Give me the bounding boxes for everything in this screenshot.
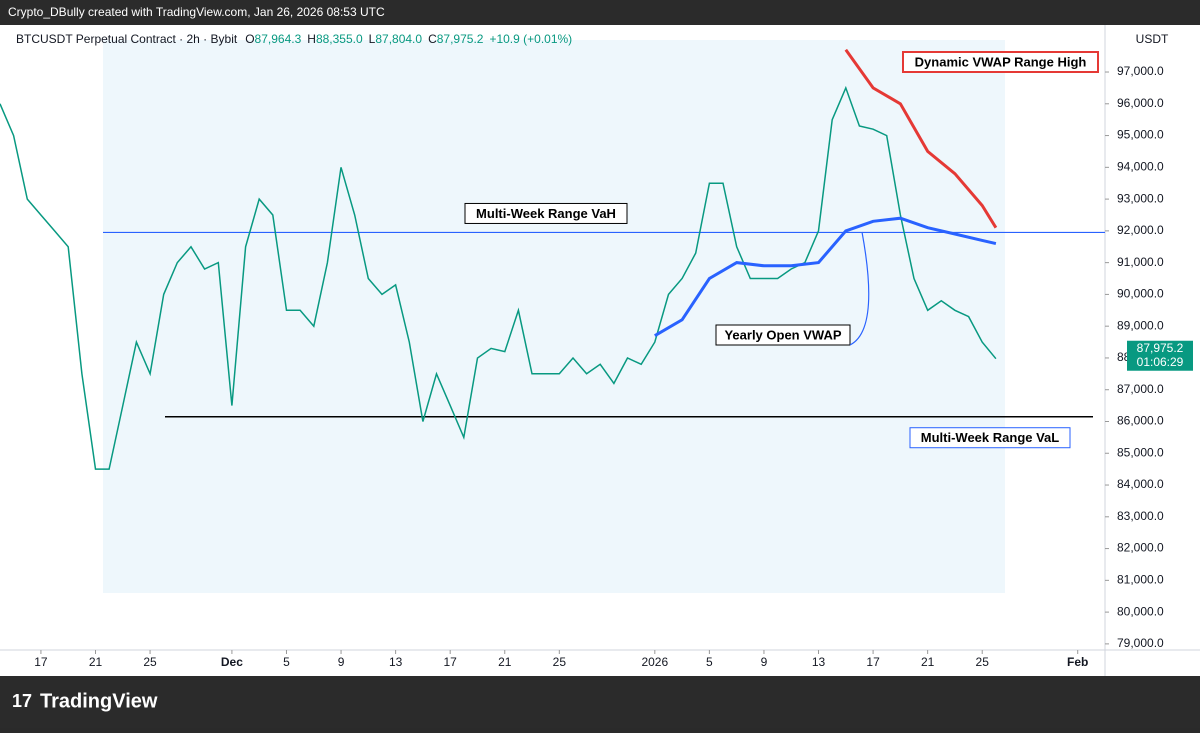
x-tick-label: 13 xyxy=(389,655,403,669)
x-tick-label: 5 xyxy=(706,655,713,669)
top-bar xyxy=(0,0,1200,25)
y-tick-label: 83,000.0 xyxy=(1117,509,1164,523)
vwap-line xyxy=(654,216,997,337)
x-tick-label: 25 xyxy=(976,655,990,669)
x-tick-label: 5 xyxy=(283,655,290,669)
x-tick-label: 17 xyxy=(444,655,458,669)
x-tick-label: 21 xyxy=(921,655,935,669)
ohlc-key: L xyxy=(369,32,376,46)
annotation-box xyxy=(464,202,628,224)
y-tick-label: 90,000.0 xyxy=(1117,287,1164,301)
x-tick-label: 25 xyxy=(143,655,157,669)
y-tick-label: 96,000.0 xyxy=(1117,96,1164,110)
price-tag xyxy=(1127,340,1193,371)
x-tick-label: 17 xyxy=(866,655,880,669)
y-tick-label: 89,000.0 xyxy=(1117,318,1164,332)
annotation-box xyxy=(909,427,1071,449)
ohlc-value: 87,804.0 xyxy=(375,32,422,46)
x-tick-label: 2026 xyxy=(641,655,668,669)
credit: Crypto_DBully created with TradingView.c… xyxy=(8,5,385,19)
annotation: Multi-Week Range VaL xyxy=(921,430,1060,445)
legend: BTCUSDT Perpetual Contract · 2h · Bybit O… xyxy=(16,32,572,46)
x-tick-label: 17 xyxy=(34,655,48,669)
y-tick-label: 86,000.0 xyxy=(1117,414,1164,428)
x-tick-label: 9 xyxy=(761,655,768,669)
ohlc-key: O xyxy=(245,32,254,46)
y-tick-label: 84,000.0 xyxy=(1117,477,1164,491)
y-tick-label: 95,000.0 xyxy=(1117,128,1164,142)
y-tick-label: 97,000.0 xyxy=(1117,64,1164,78)
ohlc-value: 87,975.2 xyxy=(437,32,484,46)
session-band xyxy=(103,40,1005,593)
annotation: Yearly Open VWAP xyxy=(724,327,841,342)
annotation-box xyxy=(715,324,851,346)
y-tick-label: 81,000.0 xyxy=(1117,573,1164,587)
y-tick-label: 93,000.0 xyxy=(1117,191,1164,205)
x-tick-label: 13 xyxy=(812,655,826,669)
vwap-line xyxy=(844,48,998,229)
y-tick-label: 94,000.0 xyxy=(1117,160,1164,174)
y-tick-label: 91,000.0 xyxy=(1117,255,1164,269)
countdown: 01:06:29 xyxy=(1137,355,1184,369)
x-tick-label: 9 xyxy=(338,655,345,669)
y-tick-label: 80,000.0 xyxy=(1117,604,1164,618)
y-tick-label: 79,000.0 xyxy=(1117,636,1164,650)
x-tick-label: Feb xyxy=(1067,655,1088,669)
x-tick-label: 21 xyxy=(498,655,512,669)
x-tick-label: 25 xyxy=(553,655,567,669)
series-name: BTCUSDT Perpetual Contract · 2h · Bybit xyxy=(16,32,238,46)
y-tick-label: 85,000.0 xyxy=(1117,445,1164,459)
brand-logo: 17 xyxy=(12,691,32,711)
change: +10.9 (+0.01%) xyxy=(489,32,572,46)
y-tick-label: 82,000.0 xyxy=(1117,541,1164,555)
ohlc-key: C xyxy=(428,32,437,46)
price-line xyxy=(0,85,997,470)
annotation-box xyxy=(902,51,1099,73)
x-tick-label: Dec xyxy=(221,655,243,669)
y-tick-label: 87,000.0 xyxy=(1117,382,1164,396)
brand: TradingView xyxy=(40,690,158,712)
ohlc-value: 88,355.0 xyxy=(316,32,363,46)
ohlc-key: H xyxy=(307,32,316,46)
x-tick-label: 21 xyxy=(89,655,103,669)
price-tag-label: 87,975.2 xyxy=(1137,341,1184,355)
y-axis-label: USDT xyxy=(1136,32,1169,46)
annotation: Dynamic VWAP Range High xyxy=(915,54,1087,69)
footer xyxy=(0,676,1200,728)
ohlc-value: 87,964.3 xyxy=(255,32,302,46)
annotation: Multi-Week Range VaH xyxy=(476,206,616,221)
y-tick-label: 92,000.0 xyxy=(1117,223,1164,237)
arrow xyxy=(849,231,870,346)
